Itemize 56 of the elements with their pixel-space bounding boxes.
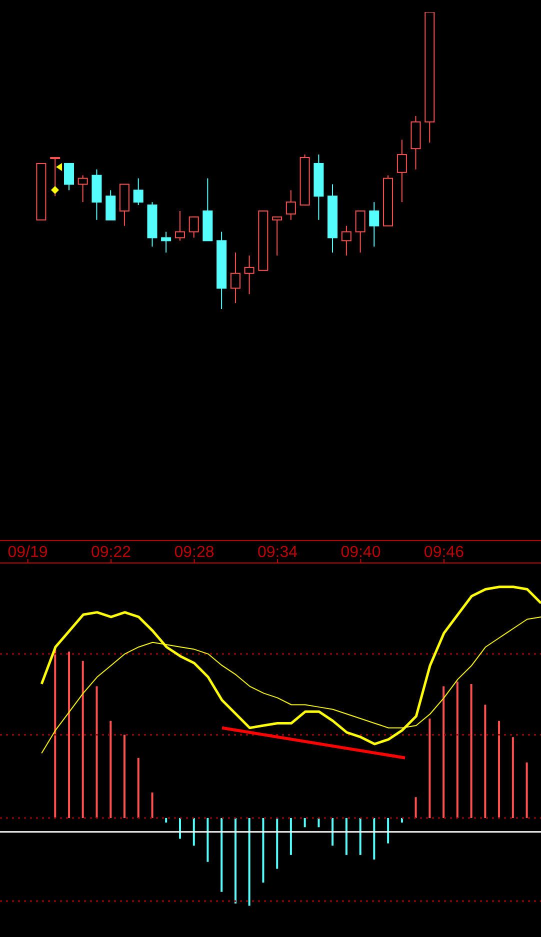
bar <box>220 818 223 892</box>
bar <box>414 797 417 818</box>
candlestick <box>161 231 172 254</box>
bar <box>137 758 140 818</box>
candlestick <box>188 216 199 238</box>
bar <box>484 704 486 818</box>
bar <box>290 818 292 855</box>
x-tick-label: 09:46 <box>424 544 464 561</box>
x-tick-label: 09:28 <box>174 544 214 561</box>
candlestick <box>50 157 60 197</box>
bar <box>262 818 264 883</box>
bar <box>498 720 500 818</box>
candlestick <box>244 255 254 295</box>
bar <box>526 762 528 818</box>
bar <box>54 649 56 818</box>
bar <box>276 818 278 869</box>
bar <box>248 818 250 906</box>
bar <box>345 818 348 855</box>
bar <box>234 818 237 904</box>
candlestick <box>396 139 407 203</box>
bar <box>96 686 98 818</box>
bar <box>470 684 472 818</box>
bar <box>123 734 126 818</box>
candlestick <box>133 178 144 206</box>
x-tick-label: 09:34 <box>257 544 298 561</box>
bar <box>68 652 70 818</box>
bar <box>165 818 168 823</box>
candlestick <box>78 174 88 203</box>
bar <box>400 818 403 823</box>
candlestick <box>341 225 352 256</box>
bar <box>178 818 181 839</box>
bar <box>151 792 154 818</box>
candlestick <box>174 210 185 242</box>
bar <box>456 682 458 818</box>
candlestick <box>230 252 240 304</box>
bar <box>82 660 84 818</box>
bar <box>373 818 376 860</box>
bar <box>387 818 390 844</box>
bar <box>428 718 431 818</box>
bar <box>359 818 362 855</box>
candlestick <box>64 162 74 191</box>
candlestick <box>272 216 282 256</box>
bar <box>206 818 209 862</box>
candlestick <box>286 190 296 220</box>
bar <box>304 818 306 828</box>
bar <box>318 818 320 828</box>
x-tick-label: 09/19 <box>8 544 48 561</box>
bar <box>110 720 112 818</box>
candlestick <box>369 202 380 248</box>
bar <box>332 818 334 846</box>
candlestick <box>355 210 366 254</box>
bar <box>442 686 445 818</box>
candlestick <box>106 190 116 220</box>
bar <box>192 818 195 846</box>
x-tick-label: 09:40 <box>340 544 381 561</box>
x-tick-label: 09:22 <box>91 544 132 561</box>
